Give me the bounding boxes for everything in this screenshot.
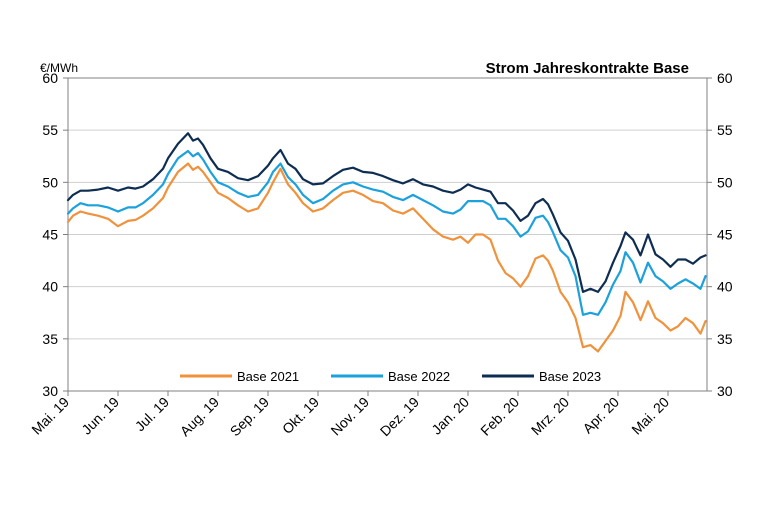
legend: Base 2021 Base 2022 Base 2023 [180, 369, 601, 384]
x-tick-label-okt-19: Okt. 19 [279, 394, 322, 437]
x-tick-label-nov-19: Nov. 19 [327, 394, 372, 439]
series-line-base-2023 [66, 132, 707, 293]
legend-label-base-2023: Base 2023 [539, 369, 601, 384]
y-tick-label-right-40: 40 [717, 279, 733, 295]
x-tick-label-mai-19: Mai. 19 [28, 394, 72, 438]
x-tick-label-jul-19: Jul. 19 [132, 394, 173, 435]
x-tick-labels: Mai. 19 Jun. 19 Jul. 19 Aug. 19 Sep. 19 Okt. … [28, 394, 672, 440]
x-tick-label-feb-20: Feb. 20 [477, 394, 522, 439]
series-lines [66, 132, 707, 353]
y-tick-label-left-50: 50 [42, 174, 58, 190]
y-tick-label-left-30: 30 [42, 383, 58, 399]
legend-label-base-2022: Base 2022 [388, 369, 450, 384]
y-tick-label-left-45: 45 [42, 227, 58, 243]
series-line-base-2022 [66, 149, 707, 316]
y-tick-label-right-30: 30 [717, 383, 733, 399]
y-tick-label-left-35: 35 [42, 331, 58, 347]
y-tick-labels-left: 30 35 40 45 50 55 60 [42, 70, 58, 399]
chart-title: Strom Jahreskontrakte Base [486, 60, 689, 77]
y-tick-label-left-40: 40 [42, 279, 58, 295]
y-tick-label-left-60: 60 [42, 70, 58, 86]
axis-ticks [63, 77, 712, 396]
x-tick-label-jan-20: Jan. 20 [428, 394, 472, 438]
legend-label-base-2021: Base 2021 [237, 369, 299, 384]
x-tick-label-mai-20: Mai. 20 [628, 394, 672, 438]
y-tick-label-left-55: 55 [42, 122, 58, 138]
y-axis-unit: €/MWh [40, 61, 78, 75]
y-tick-labels-right: 30 35 40 45 50 55 60 [717, 70, 733, 399]
y-tick-label-right-45: 45 [717, 227, 733, 243]
y-tick-label-right-60: 60 [717, 70, 733, 86]
x-tick-label-mrz-20: Mrz. 20 [528, 394, 572, 438]
gridlines [68, 129, 707, 340]
x-tick-label-jun-19: Jun. 19 [78, 394, 122, 438]
x-tick-label-sep-19: Sep. 19 [227, 394, 273, 440]
series-line-base-2021 [66, 162, 707, 353]
x-tick-label-apr-20: Apr. 20 [579, 394, 622, 437]
x-tick-label-dez-19: Dez. 19 [377, 394, 423, 440]
y-tick-label-right-50: 50 [717, 174, 733, 190]
y-tick-label-right-55: 55 [717, 122, 733, 138]
y-tick-label-right-35: 35 [717, 331, 733, 347]
x-tick-label-aug-19: Aug. 19 [177, 394, 223, 440]
